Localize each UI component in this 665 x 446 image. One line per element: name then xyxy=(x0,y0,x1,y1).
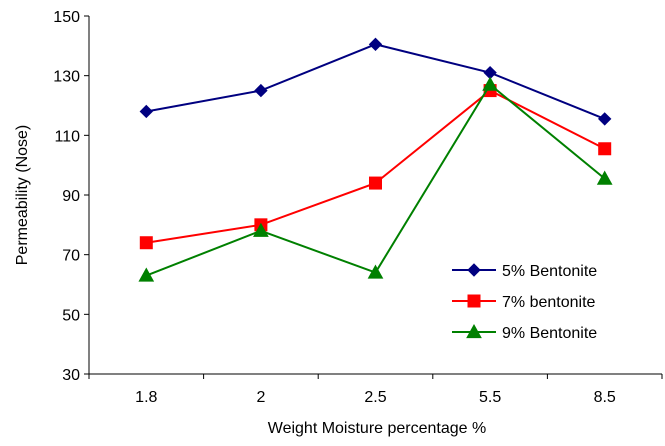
data-point xyxy=(368,37,383,52)
data-point xyxy=(138,267,155,282)
y-tick-label: 110 xyxy=(54,128,80,145)
legend-marker xyxy=(467,263,481,277)
y-tick-label: 30 xyxy=(62,367,80,384)
data-point xyxy=(597,112,612,126)
legend-marker xyxy=(466,323,482,339)
y-tick-label: 70 xyxy=(62,248,80,265)
data-point xyxy=(253,222,269,237)
data-point xyxy=(369,176,382,190)
x-tick-label: 5.5 xyxy=(479,389,501,406)
y-tick-label: 150 xyxy=(53,9,80,26)
x-tick-label: 1.8 xyxy=(135,389,157,406)
legend-item: 9% Bentonite xyxy=(452,323,597,342)
legend-label: 9% Bentonite xyxy=(502,325,597,342)
x-tick-label: 2.5 xyxy=(364,389,386,406)
legend-label: 5% Bentonite xyxy=(502,263,597,280)
x-tick-label: 8.5 xyxy=(594,389,616,406)
data-point xyxy=(596,170,613,185)
series-3 xyxy=(138,76,613,282)
axes: 30 50 70 90 110 130 150 1.8 2 2.5 5.5 8.5 xyxy=(53,9,663,406)
y-tick-label: 50 xyxy=(62,307,80,324)
series-line xyxy=(146,89,606,244)
series-1 xyxy=(139,37,612,126)
data-point xyxy=(139,236,153,250)
data-point xyxy=(367,264,384,279)
data-point xyxy=(139,104,154,119)
legend: 5% Bentonite 7% bentonite 9% Bentonite xyxy=(452,263,597,342)
y-axis-title: Permeability (Nose) xyxy=(14,125,31,265)
series-line xyxy=(146,43,606,120)
legend-label: 7% bentonite xyxy=(502,294,596,311)
legend-marker xyxy=(467,294,481,308)
data-point xyxy=(598,142,612,156)
series-layer xyxy=(138,37,613,282)
series-2 xyxy=(139,84,612,250)
legend-item: 7% bentonite xyxy=(452,294,596,311)
y-tick-label: 90 xyxy=(62,188,80,205)
x-axis-title: Weight Moisture percentage % xyxy=(268,420,486,437)
x-tick-label: 2 xyxy=(256,389,265,406)
data-point xyxy=(482,76,498,91)
y-tick-label: 130 xyxy=(53,69,80,86)
legend-item: 5% Bentonite xyxy=(452,263,597,280)
data-point xyxy=(254,83,268,98)
